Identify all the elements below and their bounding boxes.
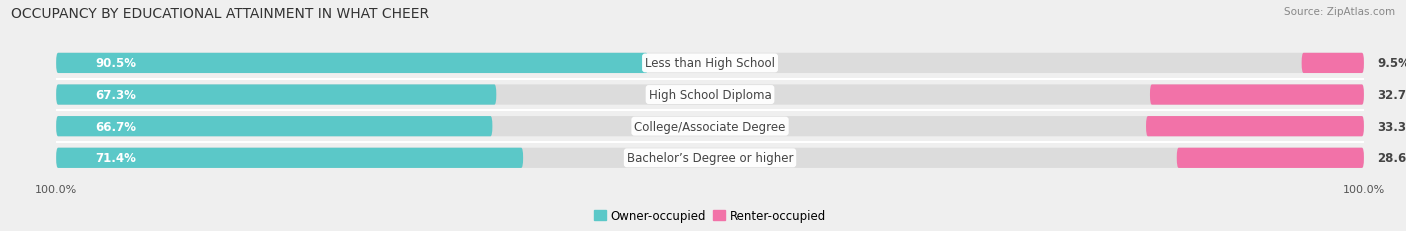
- FancyBboxPatch shape: [1150, 85, 1364, 105]
- Text: 9.5%: 9.5%: [1376, 57, 1406, 70]
- Legend: Owner-occupied, Renter-occupied: Owner-occupied, Renter-occupied: [589, 205, 831, 227]
- FancyBboxPatch shape: [1302, 54, 1364, 74]
- Text: OCCUPANCY BY EDUCATIONAL ATTAINMENT IN WHAT CHEER: OCCUPANCY BY EDUCATIONAL ATTAINMENT IN W…: [11, 7, 429, 21]
- Text: Less than High School: Less than High School: [645, 57, 775, 70]
- Text: 90.5%: 90.5%: [96, 57, 136, 70]
- FancyBboxPatch shape: [56, 85, 496, 105]
- Text: 66.7%: 66.7%: [96, 120, 136, 133]
- Text: Source: ZipAtlas.com: Source: ZipAtlas.com: [1284, 7, 1395, 17]
- Text: 32.7%: 32.7%: [1376, 89, 1406, 102]
- FancyBboxPatch shape: [56, 148, 1364, 168]
- FancyBboxPatch shape: [1177, 148, 1364, 168]
- Text: 67.3%: 67.3%: [96, 89, 136, 102]
- Text: 71.4%: 71.4%: [96, 152, 136, 165]
- FancyBboxPatch shape: [56, 117, 492, 137]
- FancyBboxPatch shape: [1146, 117, 1364, 137]
- Text: Bachelor’s Degree or higher: Bachelor’s Degree or higher: [627, 152, 793, 165]
- FancyBboxPatch shape: [56, 54, 1364, 74]
- Text: High School Diploma: High School Diploma: [648, 89, 772, 102]
- FancyBboxPatch shape: [56, 54, 648, 74]
- Text: 33.3%: 33.3%: [1376, 120, 1406, 133]
- FancyBboxPatch shape: [56, 148, 523, 168]
- FancyBboxPatch shape: [56, 85, 1364, 105]
- FancyBboxPatch shape: [56, 117, 1364, 137]
- Text: College/Associate Degree: College/Associate Degree: [634, 120, 786, 133]
- Text: 28.6%: 28.6%: [1376, 152, 1406, 165]
